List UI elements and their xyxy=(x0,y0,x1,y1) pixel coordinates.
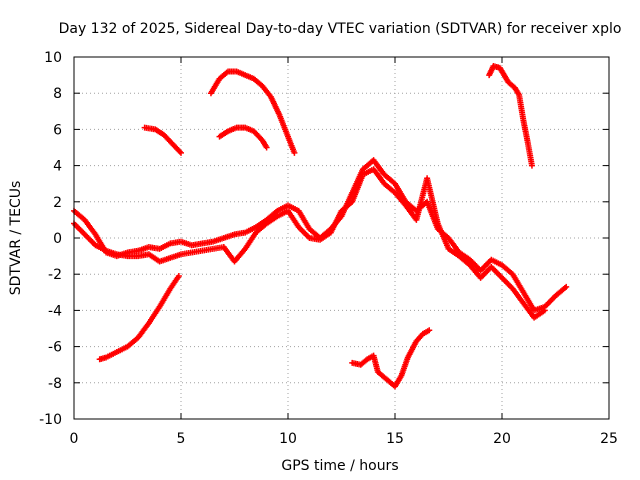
series-upper-right-segment xyxy=(486,63,535,169)
series-upper-arc-left xyxy=(141,124,184,156)
chart-title: Day 132 of 2025, Sidereal Day-to-day VTE… xyxy=(59,21,622,37)
x-tick-label: 20 xyxy=(493,431,511,447)
x-tick-label: 25 xyxy=(600,431,618,447)
data-series xyxy=(71,63,570,390)
data-point xyxy=(263,144,270,151)
x-axis-label: GPS time / hours xyxy=(281,458,398,474)
y-tick-label: -2 xyxy=(48,267,62,283)
data-point xyxy=(291,149,298,156)
data-point xyxy=(426,327,433,334)
series-main-track xyxy=(71,157,570,314)
grid xyxy=(74,57,609,419)
series-upper-arc-mid xyxy=(216,124,270,151)
x-tick-label: 0 xyxy=(70,431,79,447)
x-tick-label: 10 xyxy=(279,431,297,447)
y-tick-label: 6 xyxy=(53,122,62,138)
series-lower-rising xyxy=(96,273,182,363)
y-tick-label: 8 xyxy=(53,86,62,102)
axis-ticks: 0 5 10 15 20 25 -10 -8 -6 -4 -2 0 2 4 6 8 10 xyxy=(39,50,618,447)
x-tick-label: 5 xyxy=(177,431,186,447)
data-point xyxy=(175,273,182,280)
data-point xyxy=(178,149,184,156)
data-point xyxy=(563,283,570,290)
x-tick-label: 15 xyxy=(386,431,404,447)
y-tick-label: 4 xyxy=(53,159,62,175)
series-secondary-track xyxy=(71,166,548,321)
y-axis-label: SDTVAR / TECUs xyxy=(8,181,24,296)
y-tick-label: -10 xyxy=(39,412,62,428)
y-tick-label: -8 xyxy=(48,376,62,392)
data-point xyxy=(528,162,535,169)
series-lower-right xyxy=(349,327,433,390)
series-upper-arc-big xyxy=(207,68,298,156)
y-tick-label: 10 xyxy=(44,50,62,66)
y-tick-label: 2 xyxy=(53,195,62,211)
y-tick-label: -4 xyxy=(48,303,62,319)
data-point xyxy=(541,307,548,314)
y-tick-label: 0 xyxy=(53,231,62,247)
y-tick-label: -6 xyxy=(48,340,62,356)
